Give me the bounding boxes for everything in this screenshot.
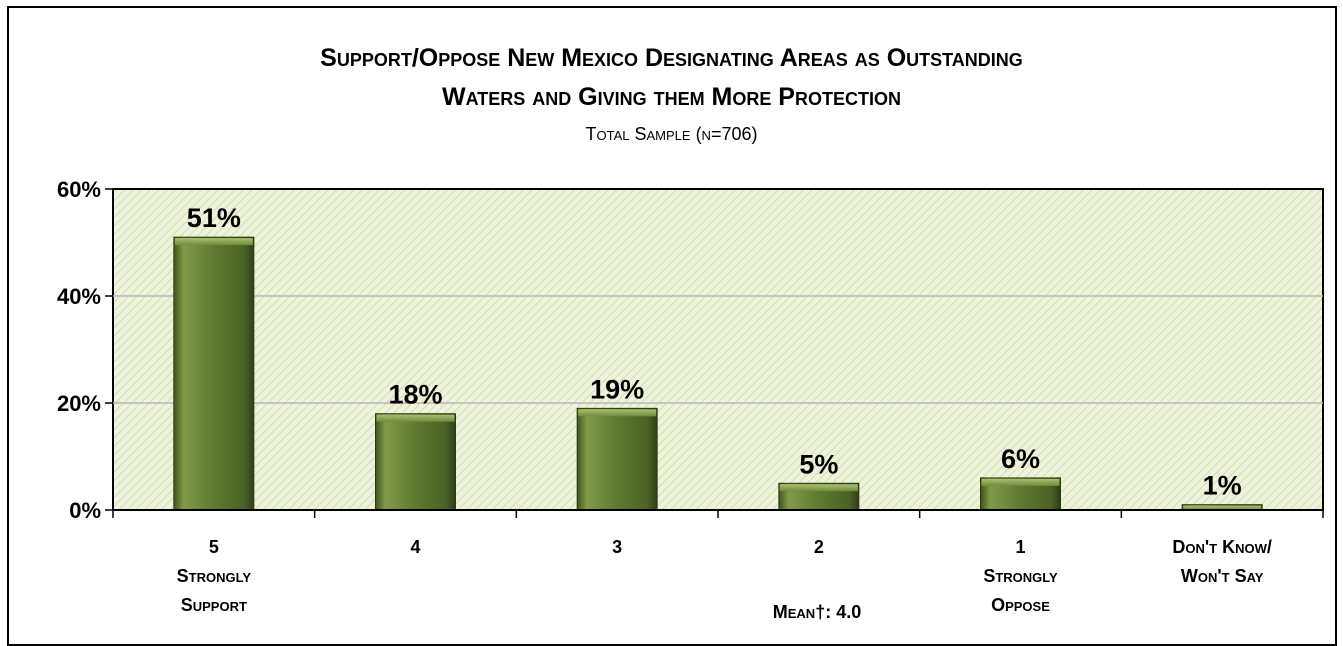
data-label: 51%: [187, 203, 241, 233]
x-category-label: Oppose: [991, 595, 1050, 615]
y-tick-label: 60%: [57, 177, 101, 202]
x-category-label: Won't Say: [1181, 566, 1264, 586]
axes: 0% 20% 40% 60%: [57, 177, 1324, 523]
data-label: 1%: [1203, 471, 1242, 501]
data-label: 18%: [388, 380, 442, 410]
chart-subtitle: Total Sample (n=706): [585, 124, 758, 144]
bar-bevel: [981, 478, 1060, 486]
x-category-label: Strongly: [177, 566, 252, 586]
bar: [980, 477, 1061, 511]
bar-bevel: [779, 484, 858, 492]
bar: [778, 482, 860, 511]
bar-bevel: [578, 409, 657, 417]
x-category-label: 2: [814, 537, 824, 557]
x-category-label: Strongly: [983, 566, 1058, 586]
bar-body: [173, 236, 255, 511]
bar-body: [375, 413, 456, 511]
bar-bevel: [376, 414, 455, 422]
bar: [173, 236, 255, 511]
x-category-label: 4: [410, 537, 420, 557]
x-category-label: 3: [612, 537, 622, 557]
mean-annotation: Mean†: 4.0: [773, 602, 861, 622]
bar: [375, 413, 456, 511]
data-label: 19%: [590, 374, 644, 404]
labels: 51% 5 Strongly Support 18% 4 19% 3 5% 2 6% 1 Strongl…: [177, 203, 1272, 615]
y-tick-label: 0%: [69, 498, 101, 523]
plot-background: [112, 188, 1324, 511]
chart-title-line-2: Waters and Giving them More Protection: [442, 83, 901, 111]
y-tick-label: 20%: [57, 391, 101, 416]
bar-bevel: [174, 238, 253, 246]
bar: [576, 407, 658, 511]
x-category-label: 1: [1015, 537, 1025, 557]
chart-title-line-1: Support/Oppose New Mexico Designating Ar…: [320, 44, 1023, 72]
x-category-label: 5: [209, 537, 219, 557]
grid-lines: [113, 295, 1323, 404]
x-category-label: Support: [181, 595, 247, 615]
y-tick-label: 40%: [57, 284, 101, 309]
data-label: 6%: [1001, 444, 1040, 474]
data-label: 5%: [799, 449, 838, 479]
bar-body: [576, 407, 658, 511]
bar-bevel: [1183, 505, 1262, 510]
plot-area: [112, 188, 1324, 511]
x-category-label: Don't Know/: [1172, 537, 1272, 557]
